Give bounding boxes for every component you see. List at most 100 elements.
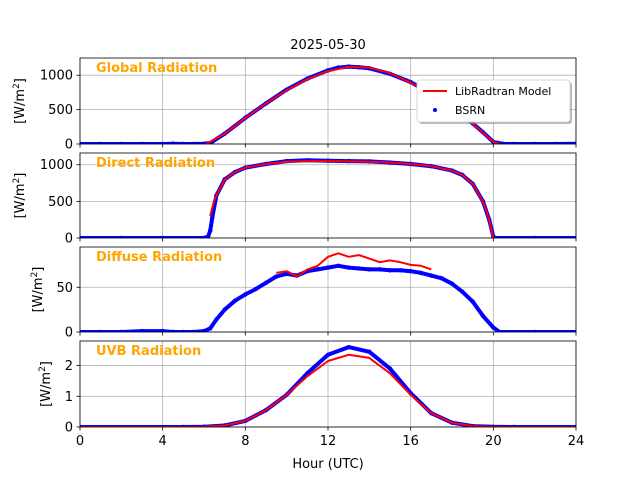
panel-3: 0 50 [W/m2] Diffuse Radiation (30, 246, 577, 341)
bsrn-point (315, 267, 320, 272)
bsrn-point (367, 349, 372, 354)
bsrn-point (232, 298, 238, 303)
bsrn-point (139, 141, 145, 144)
figure-title: 2025-05-30 (290, 38, 366, 53)
bsrn-point (201, 328, 207, 332)
y-tick-label: 0 (65, 138, 73, 153)
bsrn-point (408, 268, 413, 274)
bsrn-point (429, 273, 434, 278)
bsrn-point (119, 141, 124, 144)
bsrn-point (208, 326, 213, 331)
bsrn-point (80, 329, 83, 332)
bsrn-point (274, 274, 279, 279)
bsrn-point (119, 235, 124, 238)
bsrn-point (356, 266, 362, 271)
bsrn-point (346, 344, 351, 350)
bsrn-point (493, 235, 498, 238)
y-tick-label: 1 (65, 390, 73, 405)
series-model-line (276, 252, 432, 278)
panel-label: UVB Radiation (96, 344, 201, 359)
bsrn-point (497, 329, 502, 332)
legend-entry-label: LibRadtran Model (455, 85, 551, 98)
bsrn-point (119, 329, 124, 332)
x-tick-label: 16 (402, 434, 419, 449)
bsrn-point (201, 141, 207, 144)
y-axis-label: [W/m2] (12, 173, 28, 219)
bsrn-point (573, 141, 576, 144)
x-tick-label: 8 (241, 434, 249, 449)
y-tick-label: 500 (48, 103, 73, 118)
y-axis-label: [W/m2] (38, 361, 54, 407)
bsrn-point (346, 265, 351, 270)
y-tick-label: 0 (65, 326, 73, 341)
bsrn-point (511, 141, 517, 144)
y-axis-label: [W/m2] (30, 267, 46, 313)
bsrn-point (160, 141, 165, 144)
bsrn-point (418, 270, 424, 276)
bsrn-point (98, 141, 103, 144)
bsrn-point (222, 307, 227, 312)
bsrn-point (449, 281, 455, 286)
plot-area (80, 344, 576, 427)
y-tick-label: 1000 (40, 69, 73, 84)
bsrn-point (325, 352, 331, 358)
panel-1: 0 500 1000 [W/m2] Global Radiation (12, 57, 577, 153)
bsrn-point (243, 292, 248, 297)
panel-label: Global Radiation (96, 61, 217, 76)
bsrn-point (553, 141, 558, 144)
bsrn-point (573, 235, 576, 238)
bsrn-point (336, 263, 341, 268)
panel-label: Diffuse Radiation (96, 250, 222, 265)
y-tick-label: 2 (65, 359, 73, 374)
bsrn-point (181, 141, 186, 144)
bsrn-point (501, 141, 506, 144)
bsrn-point (210, 215, 215, 220)
bsrn-point (367, 267, 372, 272)
bsrn-point (532, 235, 537, 238)
bsrn-point (208, 228, 213, 233)
y-tick-label: 500 (48, 195, 73, 210)
x-tick-label: 24 (568, 434, 585, 449)
plot-area (80, 252, 576, 332)
x-tick-label: 12 (320, 434, 337, 449)
legend-swatch-bsrn (433, 108, 437, 112)
legend-box (416, 79, 571, 123)
panel-2: 0 500 1000 [W/m2] Direct Radiation (12, 152, 577, 247)
series-model-line (80, 353, 576, 427)
bsrn-point (470, 299, 475, 304)
bsrn-point (532, 141, 537, 144)
bsrn-point (387, 366, 393, 371)
x-tick-label: 20 (485, 434, 502, 449)
bsrn-point (160, 235, 165, 238)
plot-area (80, 158, 576, 238)
bsrn-point (191, 141, 196, 144)
bsrn-point (491, 325, 496, 330)
bsrn-point (170, 141, 176, 144)
bsrn-point (201, 235, 207, 238)
y-tick-label: 1000 (40, 158, 73, 173)
bsrn-point (205, 234, 211, 238)
bsrn-point (573, 329, 576, 332)
bsrn-point (387, 268, 393, 273)
y-tick-label: 0 (65, 232, 73, 247)
bsrn-point (532, 329, 537, 332)
panel-label: Direct Radiation (96, 156, 215, 171)
bsrn-point (191, 329, 196, 332)
legend-entry-label: BSRN (455, 104, 485, 117)
bsrn-point (80, 235, 83, 238)
bsrn-point (181, 329, 186, 332)
bsrn-point (214, 317, 219, 322)
bsrn-point (398, 268, 403, 273)
y-axis-label: [W/m2] (12, 78, 28, 124)
bsrn-point (80, 141, 83, 144)
x-axis-label: Hour (UTC) (292, 457, 363, 472)
bsrn-point (439, 276, 444, 281)
x-tick-label: 0 (76, 434, 84, 449)
y-tick-label: 50 (56, 281, 73, 296)
bsrn-point (480, 313, 486, 319)
bsrn-point (160, 328, 165, 332)
legend: LibRadtran Model BSRN (416, 79, 572, 124)
